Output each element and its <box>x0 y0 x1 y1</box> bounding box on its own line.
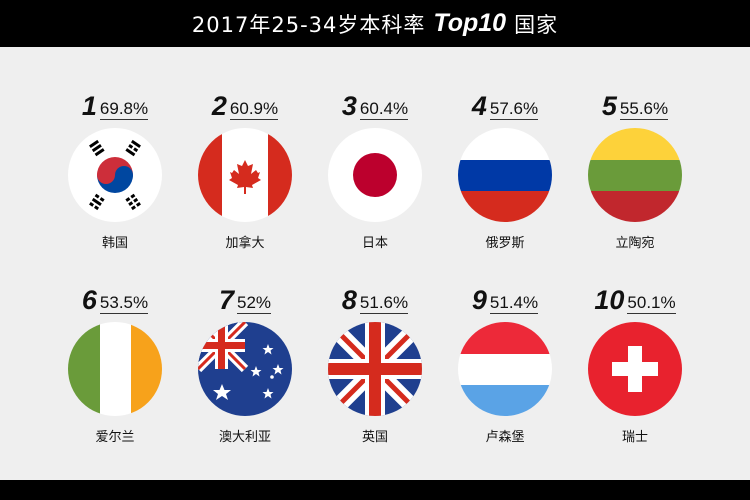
rate-value: 50.1% <box>627 293 676 314</box>
rate-value: 60.4% <box>359 99 409 120</box>
country-name: 加拿大 <box>225 236 265 251</box>
rate-value: 60.9% <box>229 99 279 120</box>
rank-number: 7 <box>218 285 234 315</box>
ireland-flag-icon <box>68 322 162 416</box>
japan-flag-icon <box>328 128 422 222</box>
country-card-6: 6 53.5% 爱尔兰 <box>50 282 180 445</box>
rank-row: 10 50.1% <box>570 282 700 314</box>
rate-value: 51.4% <box>489 293 539 314</box>
country-card-8: 8 51.6% 英国 <box>310 282 440 445</box>
bottom-bar <box>0 480 750 500</box>
rate-value: 57.6% <box>489 99 539 120</box>
country-name: 立陶宛 <box>615 236 655 251</box>
country-card-2: 2 60.9% 加拿大 <box>180 88 310 251</box>
rank-row: 8 51.6% <box>310 282 440 314</box>
country-card-5: 5 55.6% 立陶宛 <box>570 88 700 251</box>
rate-value: 55.6% <box>619 99 669 120</box>
russia-flag-icon <box>458 128 552 222</box>
rank-row: 7 52% <box>180 282 310 314</box>
rank-number: 3 <box>341 91 357 121</box>
rate-value: 53.5% <box>99 293 149 314</box>
rank-number: 2 <box>211 91 227 121</box>
united-kingdom-flag-icon <box>328 322 422 416</box>
rank-row: 9 51.4% <box>440 282 570 314</box>
title-suffix: 国家 <box>514 12 559 37</box>
country-card-7: 7 52% <box>180 282 310 445</box>
rate-value: 52% <box>237 293 272 314</box>
rank-row: 1 69.8% <box>50 88 180 120</box>
rank-number: 1 <box>81 91 97 121</box>
switzerland-flag-icon <box>588 322 682 416</box>
south-korea-flag-icon <box>68 128 162 222</box>
rank-number: 6 <box>81 285 97 315</box>
luxembourg-flag-icon <box>458 322 552 416</box>
country-card-9: 9 51.4% 卢森堡 <box>440 282 570 445</box>
lithuania-flag-icon <box>588 128 682 222</box>
page-title: 2017年25-34岁本科率 Top10 国家 <box>0 0 750 47</box>
country-card-1: 1 69.8% 韩国 <box>50 88 180 251</box>
canada-flag-icon <box>198 128 292 222</box>
rank-row: 5 55.6% <box>570 88 700 120</box>
rank-row: 4 57.6% <box>440 88 570 120</box>
rate-value: 51.6% <box>359 293 409 314</box>
rate-value: 69.8% <box>99 99 149 120</box>
country-name: 韩国 <box>101 236 128 251</box>
title-main: 2017年25-34岁本科率 <box>191 12 426 37</box>
country-name: 卢森堡 <box>485 430 525 445</box>
country-name: 日本 <box>361 236 388 251</box>
country-card-3: 3 60.4% 日本 <box>310 88 440 251</box>
australia-flag-icon <box>198 322 292 416</box>
country-name: 爱尔兰 <box>95 430 135 445</box>
rank-number: 10 <box>594 285 625 315</box>
country-card-4: 4 57.6% 俄罗斯 <box>440 88 570 251</box>
rank-row: 6 53.5% <box>50 282 180 314</box>
rank-number: 8 <box>341 285 357 315</box>
rank-number: 9 <box>471 285 487 315</box>
rank-number: 5 <box>601 91 617 121</box>
country-card-10: 10 50.1% 瑞士 <box>570 282 700 445</box>
rank-row: 3 60.4% <box>310 88 440 120</box>
top-bar <box>0 0 750 47</box>
rank-number: 4 <box>471 91 487 121</box>
country-name: 瑞士 <box>621 430 648 445</box>
country-name: 俄罗斯 <box>485 236 525 251</box>
title-strong: Top10 <box>433 9 507 37</box>
rank-row: 2 60.9% <box>180 88 310 120</box>
country-name: 英国 <box>361 430 388 445</box>
country-name: 澳大利亚 <box>218 430 271 445</box>
